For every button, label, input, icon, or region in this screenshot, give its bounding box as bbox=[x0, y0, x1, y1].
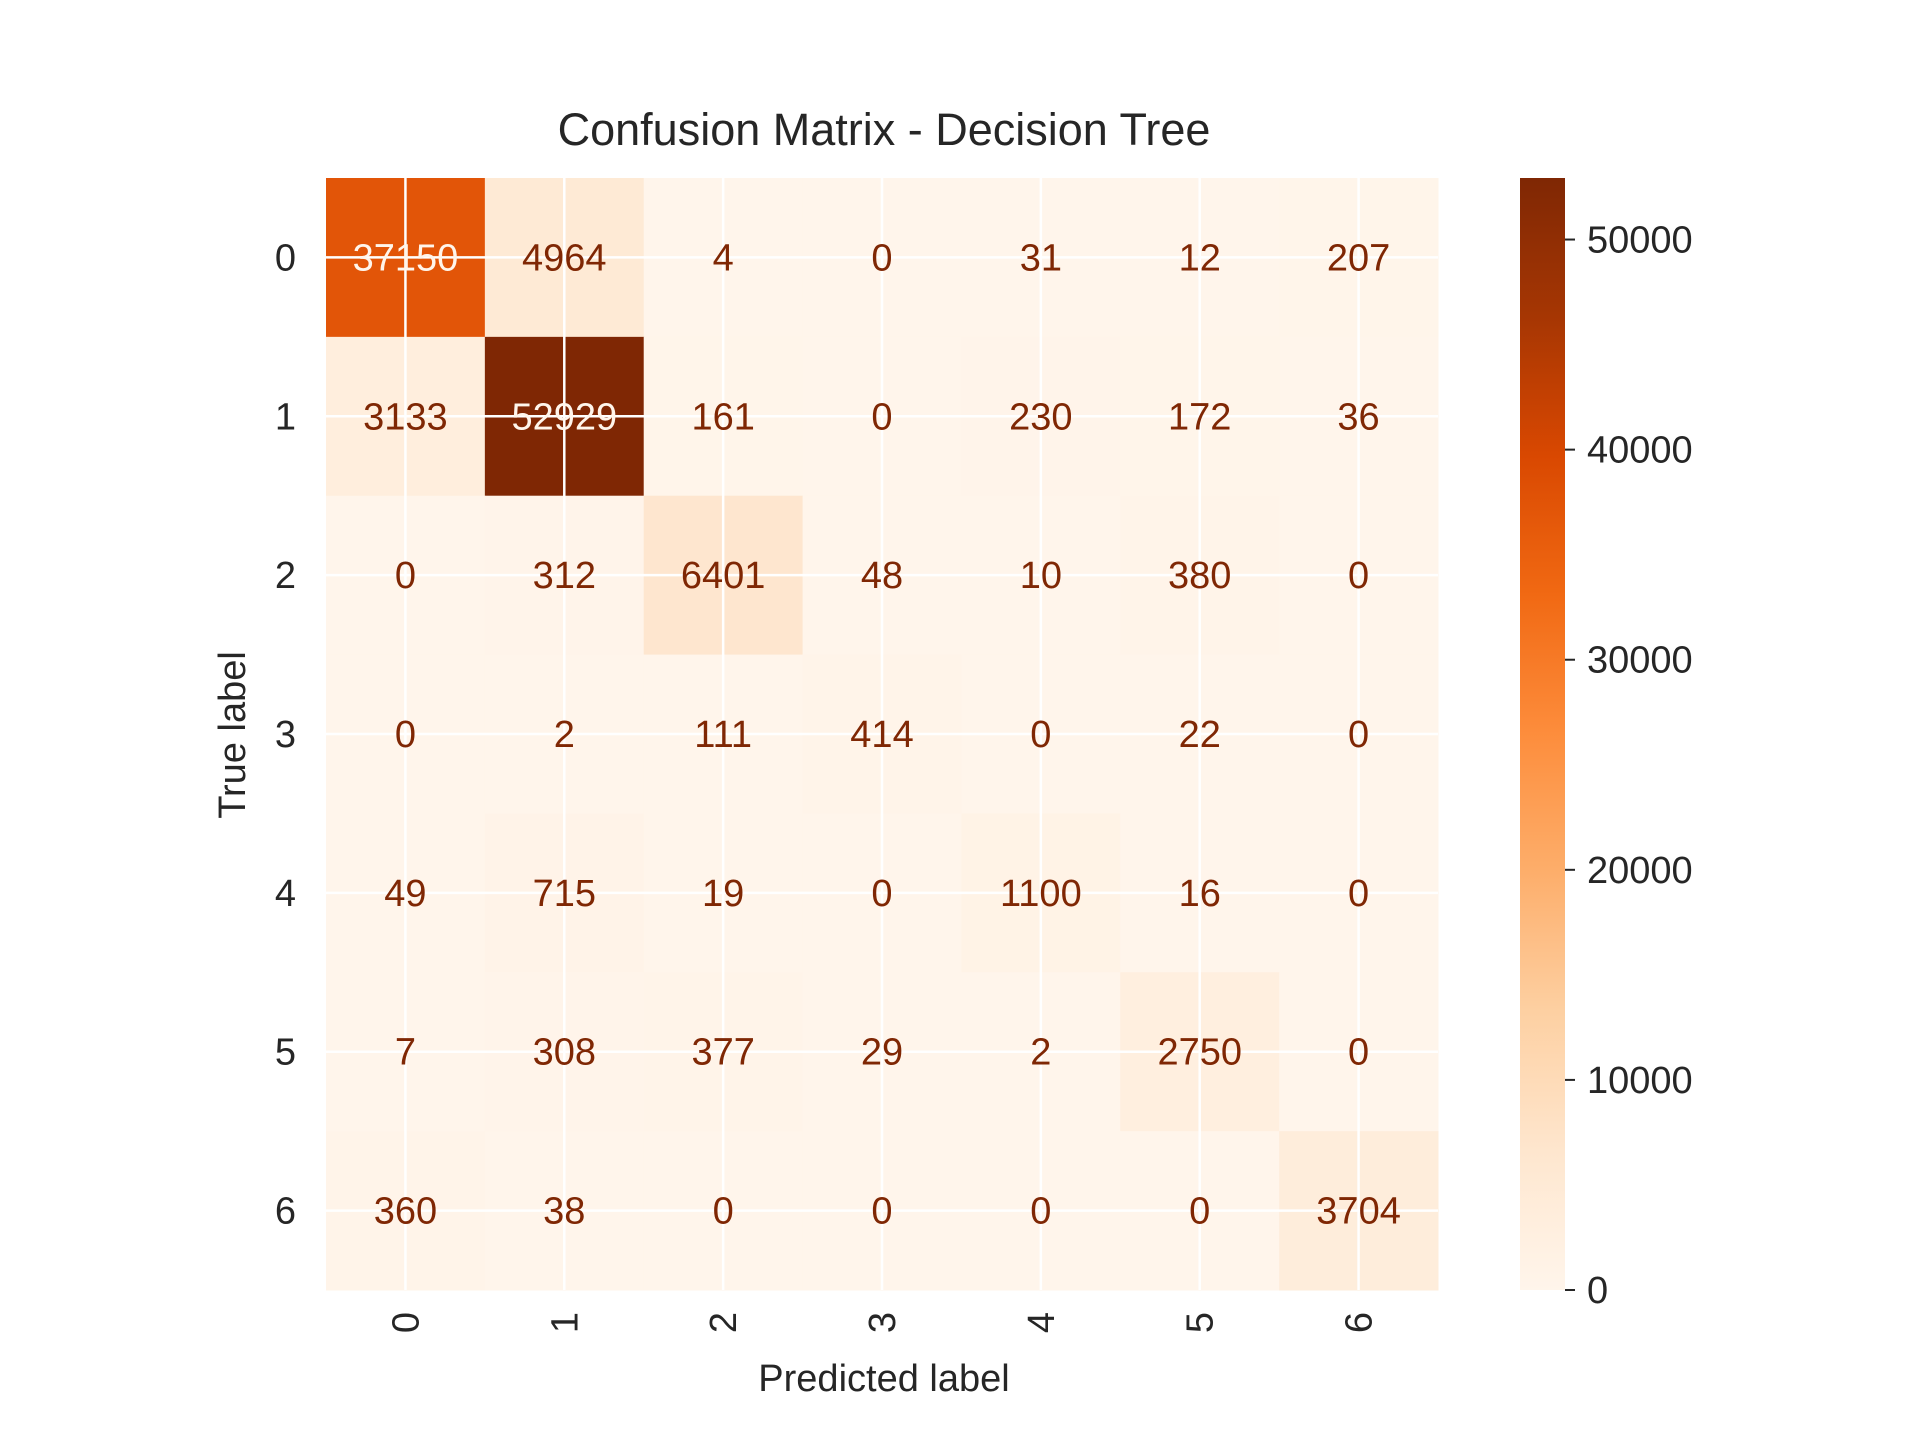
y-tick-label-0: 0 bbox=[275, 237, 296, 279]
cell-value-5-4: 2 bbox=[1030, 1032, 1051, 1074]
cell-value-0-3: 0 bbox=[871, 237, 892, 279]
x-tick-label-2: 2 bbox=[703, 1312, 745, 1333]
cell-value-5-1: 308 bbox=[533, 1032, 596, 1074]
colorbar-tick-label-3: 30000 bbox=[1587, 640, 1693, 682]
y-tick-label-3: 3 bbox=[275, 714, 296, 756]
cell-value-1-6: 36 bbox=[1337, 396, 1379, 438]
cell-value-6-3: 0 bbox=[871, 1191, 892, 1233]
chart-title: Confusion Matrix - Decision Tree bbox=[558, 104, 1211, 155]
colorbar-tick-label-1: 10000 bbox=[1587, 1060, 1693, 1102]
cell-value-0-4: 31 bbox=[1020, 237, 1062, 279]
cell-value-0-0: 37150 bbox=[353, 237, 459, 279]
cell-value-5-2: 377 bbox=[691, 1032, 754, 1074]
heatmap-grid bbox=[326, 178, 1438, 1290]
cell-value-1-5: 172 bbox=[1168, 396, 1231, 438]
colorbar-tick-label-5: 50000 bbox=[1587, 220, 1693, 262]
cell-value-3-0: 0 bbox=[395, 714, 416, 756]
cell-value-3-5: 22 bbox=[1179, 714, 1221, 756]
cell-value-4-3: 0 bbox=[871, 873, 892, 915]
cell-value-6-0: 360 bbox=[374, 1191, 437, 1233]
colorbar-tick-label-2: 20000 bbox=[1587, 850, 1693, 892]
cell-value-3-2: 111 bbox=[694, 714, 752, 756]
cell-value-1-2: 161 bbox=[691, 396, 754, 438]
cell-value-2-1: 312 bbox=[533, 555, 596, 597]
cell-value-0-6: 207 bbox=[1327, 237, 1390, 279]
cell-value-3-3: 414 bbox=[850, 714, 913, 756]
colorbar bbox=[1520, 178, 1565, 1290]
cell-value-2-6: 0 bbox=[1348, 555, 1369, 597]
cell-value-6-4: 0 bbox=[1030, 1191, 1051, 1233]
cell-value-3-4: 0 bbox=[1030, 714, 1051, 756]
cell-value-5-5: 2750 bbox=[1157, 1032, 1242, 1074]
cell-value-5-6: 0 bbox=[1348, 1032, 1369, 1074]
cell-value-2-5: 380 bbox=[1168, 555, 1231, 597]
cell-value-1-3: 0 bbox=[871, 396, 892, 438]
cell-value-4-1: 715 bbox=[533, 873, 596, 915]
cell-value-5-0: 7 bbox=[395, 1032, 416, 1074]
cell-value-4-0: 49 bbox=[384, 873, 426, 915]
cell-value-6-5: 0 bbox=[1189, 1191, 1210, 1233]
cell-value-0-5: 12 bbox=[1179, 237, 1221, 279]
cell-value-6-2: 0 bbox=[713, 1191, 734, 1233]
y-tick-label-4: 4 bbox=[275, 873, 296, 915]
y-axis-ticks: 0 1 2 3 4 5 6 bbox=[275, 237, 296, 1232]
x-tick-label-1: 1 bbox=[544, 1312, 586, 1333]
cell-value-6-1: 38 bbox=[543, 1191, 585, 1233]
y-tick-label-1: 1 bbox=[275, 396, 296, 438]
y-tick-label-2: 2 bbox=[275, 555, 296, 597]
x-tick-label-6: 6 bbox=[1339, 1312, 1381, 1333]
cell-value-4-5: 16 bbox=[1179, 873, 1221, 915]
y-axis-label: True label bbox=[212, 651, 254, 819]
cell-value-2-3: 48 bbox=[861, 555, 903, 597]
colorbar-tick-label-0: 0 bbox=[1587, 1270, 1608, 1312]
cell-value-2-4: 10 bbox=[1020, 555, 1062, 597]
x-tick-label-0: 0 bbox=[385, 1312, 427, 1333]
colorbar-ticks: 0 10000 20000 30000 40000 50000 bbox=[1565, 220, 1693, 1312]
x-axis-label: Predicted label bbox=[758, 1358, 1009, 1400]
cell-value-3-6: 0 bbox=[1348, 714, 1369, 756]
colorbar-tick-label-4: 40000 bbox=[1587, 430, 1693, 472]
cell-value-2-0: 0 bbox=[395, 555, 416, 597]
cell-value-1-0: 3133 bbox=[363, 396, 448, 438]
y-tick-label-5: 5 bbox=[275, 1032, 296, 1074]
cell-value-3-1: 2 bbox=[554, 714, 575, 756]
cell-value-1-4: 230 bbox=[1009, 396, 1072, 438]
cell-value-2-2: 6401 bbox=[681, 555, 766, 597]
cell-value-1-1: 52929 bbox=[511, 396, 617, 438]
cell-value-4-2: 19 bbox=[702, 873, 744, 915]
x-tick-label-5: 5 bbox=[1180, 1312, 1222, 1333]
x-axis-ticks: 0 1 2 3 4 5 6 bbox=[385, 1312, 1380, 1333]
cell-value-0-1: 4964 bbox=[522, 237, 607, 279]
x-tick-label-4: 4 bbox=[1021, 1312, 1063, 1333]
cell-value-0-2: 4 bbox=[713, 237, 734, 279]
y-tick-label-6: 6 bbox=[275, 1191, 296, 1233]
cell-value-4-4: 1100 bbox=[1000, 873, 1082, 915]
cell-value-5-3: 29 bbox=[861, 1032, 903, 1074]
cell-value-6-6: 3704 bbox=[1316, 1191, 1401, 1233]
cell-value-4-6: 0 bbox=[1348, 873, 1369, 915]
x-tick-label-3: 3 bbox=[862, 1312, 904, 1333]
